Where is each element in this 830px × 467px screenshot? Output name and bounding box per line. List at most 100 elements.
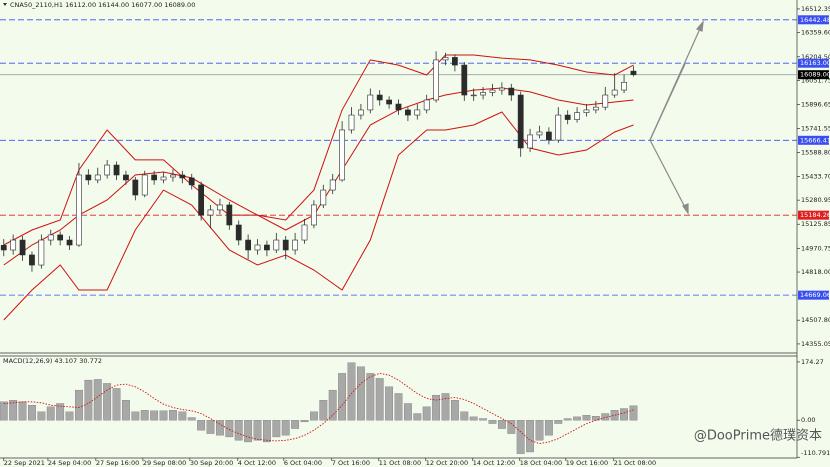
candle-body	[489, 89, 496, 93]
candle-body	[329, 179, 336, 191]
macd-bar	[140, 410, 149, 421]
candle-body	[292, 239, 299, 251]
candle-body	[123, 174, 129, 181]
macd-bar	[216, 420, 224, 436]
macd-bar	[244, 420, 253, 443]
candle-body	[574, 112, 580, 120]
x-tick-label: 21 Oct 08:00	[614, 459, 656, 467]
level-label-box	[798, 58, 829, 68]
macd-bar	[253, 420, 262, 441]
candle-body	[527, 134, 533, 149]
candle-body	[38, 239, 45, 266]
macd-bar	[347, 362, 356, 421]
candle-body	[536, 131, 543, 136]
candle-body	[10, 239, 17, 251]
forecast-arrows	[649, 20, 704, 215]
bollinger-middle	[3, 87, 634, 266]
level-label: 16163.00	[800, 59, 830, 67]
macd-bar	[497, 420, 506, 429]
macd-bar	[225, 420, 234, 438]
macd-bar	[582, 415, 591, 421]
y-tick-label: 14507.80	[801, 316, 830, 324]
macd-bar	[46, 406, 55, 421]
macd-bar	[122, 399, 130, 421]
macd-bar	[535, 420, 544, 441]
x-tick-label: 19 Oct 16:00	[566, 459, 608, 467]
y-tick-label: 15588.80	[801, 148, 830, 156]
macd-bar	[272, 420, 281, 438]
candle-body	[461, 64, 468, 96]
candle-body	[517, 94, 524, 149]
candle-body	[386, 99, 392, 105]
x-tick-label: 11 Oct 08:00	[379, 459, 421, 467]
candle-body	[423, 99, 430, 111]
macd-bar	[65, 411, 74, 421]
x-tick-label: 6 Oct 04:00	[284, 459, 322, 467]
macd-bar	[150, 410, 159, 421]
level-label: 15666.41	[800, 136, 830, 144]
candle-body	[0, 245, 7, 251]
macd-bar	[300, 420, 309, 423]
macd-bar	[375, 378, 384, 421]
macd-bar	[84, 379, 93, 421]
candle-body	[480, 92, 486, 96]
macd-bar	[131, 411, 140, 421]
candle-body	[179, 174, 186, 179]
macd-bar	[356, 366, 365, 421]
candle-body	[76, 174, 82, 246]
candle-body	[611, 89, 618, 96]
macd-bar	[620, 408, 628, 421]
bollinger-upper	[3, 54, 634, 246]
candle-body	[207, 209, 214, 216]
macd-bar	[291, 420, 300, 429]
candle-body	[348, 114, 355, 131]
y-tick-label: 0.00	[801, 416, 815, 424]
candle-body	[498, 87, 505, 91]
macd-bar	[338, 373, 347, 421]
macd-bar	[112, 388, 121, 421]
y-tick-label: 16204.50	[801, 53, 830, 61]
candle-body	[583, 109, 590, 113]
macd-bar	[18, 401, 27, 421]
candle-body	[405, 109, 411, 116]
macd-bar	[629, 405, 638, 421]
macd-bar	[169, 410, 177, 421]
level-label-box	[798, 135, 829, 145]
candle-body	[545, 131, 552, 141]
macd-bar	[75, 389, 83, 421]
candle-body	[132, 179, 139, 196]
candle-body	[621, 81, 627, 91]
macd-bar	[563, 418, 572, 421]
x-tick-label: 22 Sep 2021	[4, 459, 45, 467]
macd-bar	[234, 420, 243, 441]
candle-body	[47, 234, 54, 241]
x-tick-label: 29 Sep 08:00	[143, 459, 186, 467]
macd-bar	[507, 420, 516, 434]
macd-bar	[450, 399, 459, 421]
candle-body	[226, 204, 233, 226]
candle-body	[301, 224, 308, 241]
macd-bar	[9, 399, 18, 421]
macd-title: MACD(12,26,9) 43.107 30.772	[3, 357, 102, 365]
y-tick-label: 174.27	[801, 358, 824, 366]
candle-body	[170, 174, 176, 178]
candle-body	[630, 70, 637, 75]
x-tick-label: 4 Oct 12:00	[238, 459, 276, 467]
macd-bar	[197, 420, 206, 431]
x-tick-label: 12 Oct 20:00	[426, 459, 468, 467]
level-label: 16442.48	[800, 16, 830, 24]
macd-bar	[469, 416, 478, 421]
candle-body	[188, 177, 195, 186]
candle-body	[273, 239, 280, 251]
y-tick-label: 14818.00	[801, 268, 830, 276]
macd-bar	[0, 401, 8, 421]
y-tick-label: -110.791	[801, 449, 830, 457]
level-label: 16089.00	[800, 71, 830, 79]
y-tick-label: 16051.75	[801, 76, 830, 84]
candle-body	[339, 129, 345, 181]
macd-bar	[319, 399, 328, 421]
macd-bar	[178, 411, 187, 421]
candle-body	[254, 244, 261, 251]
y-tick-label: 15125.85	[801, 220, 830, 228]
